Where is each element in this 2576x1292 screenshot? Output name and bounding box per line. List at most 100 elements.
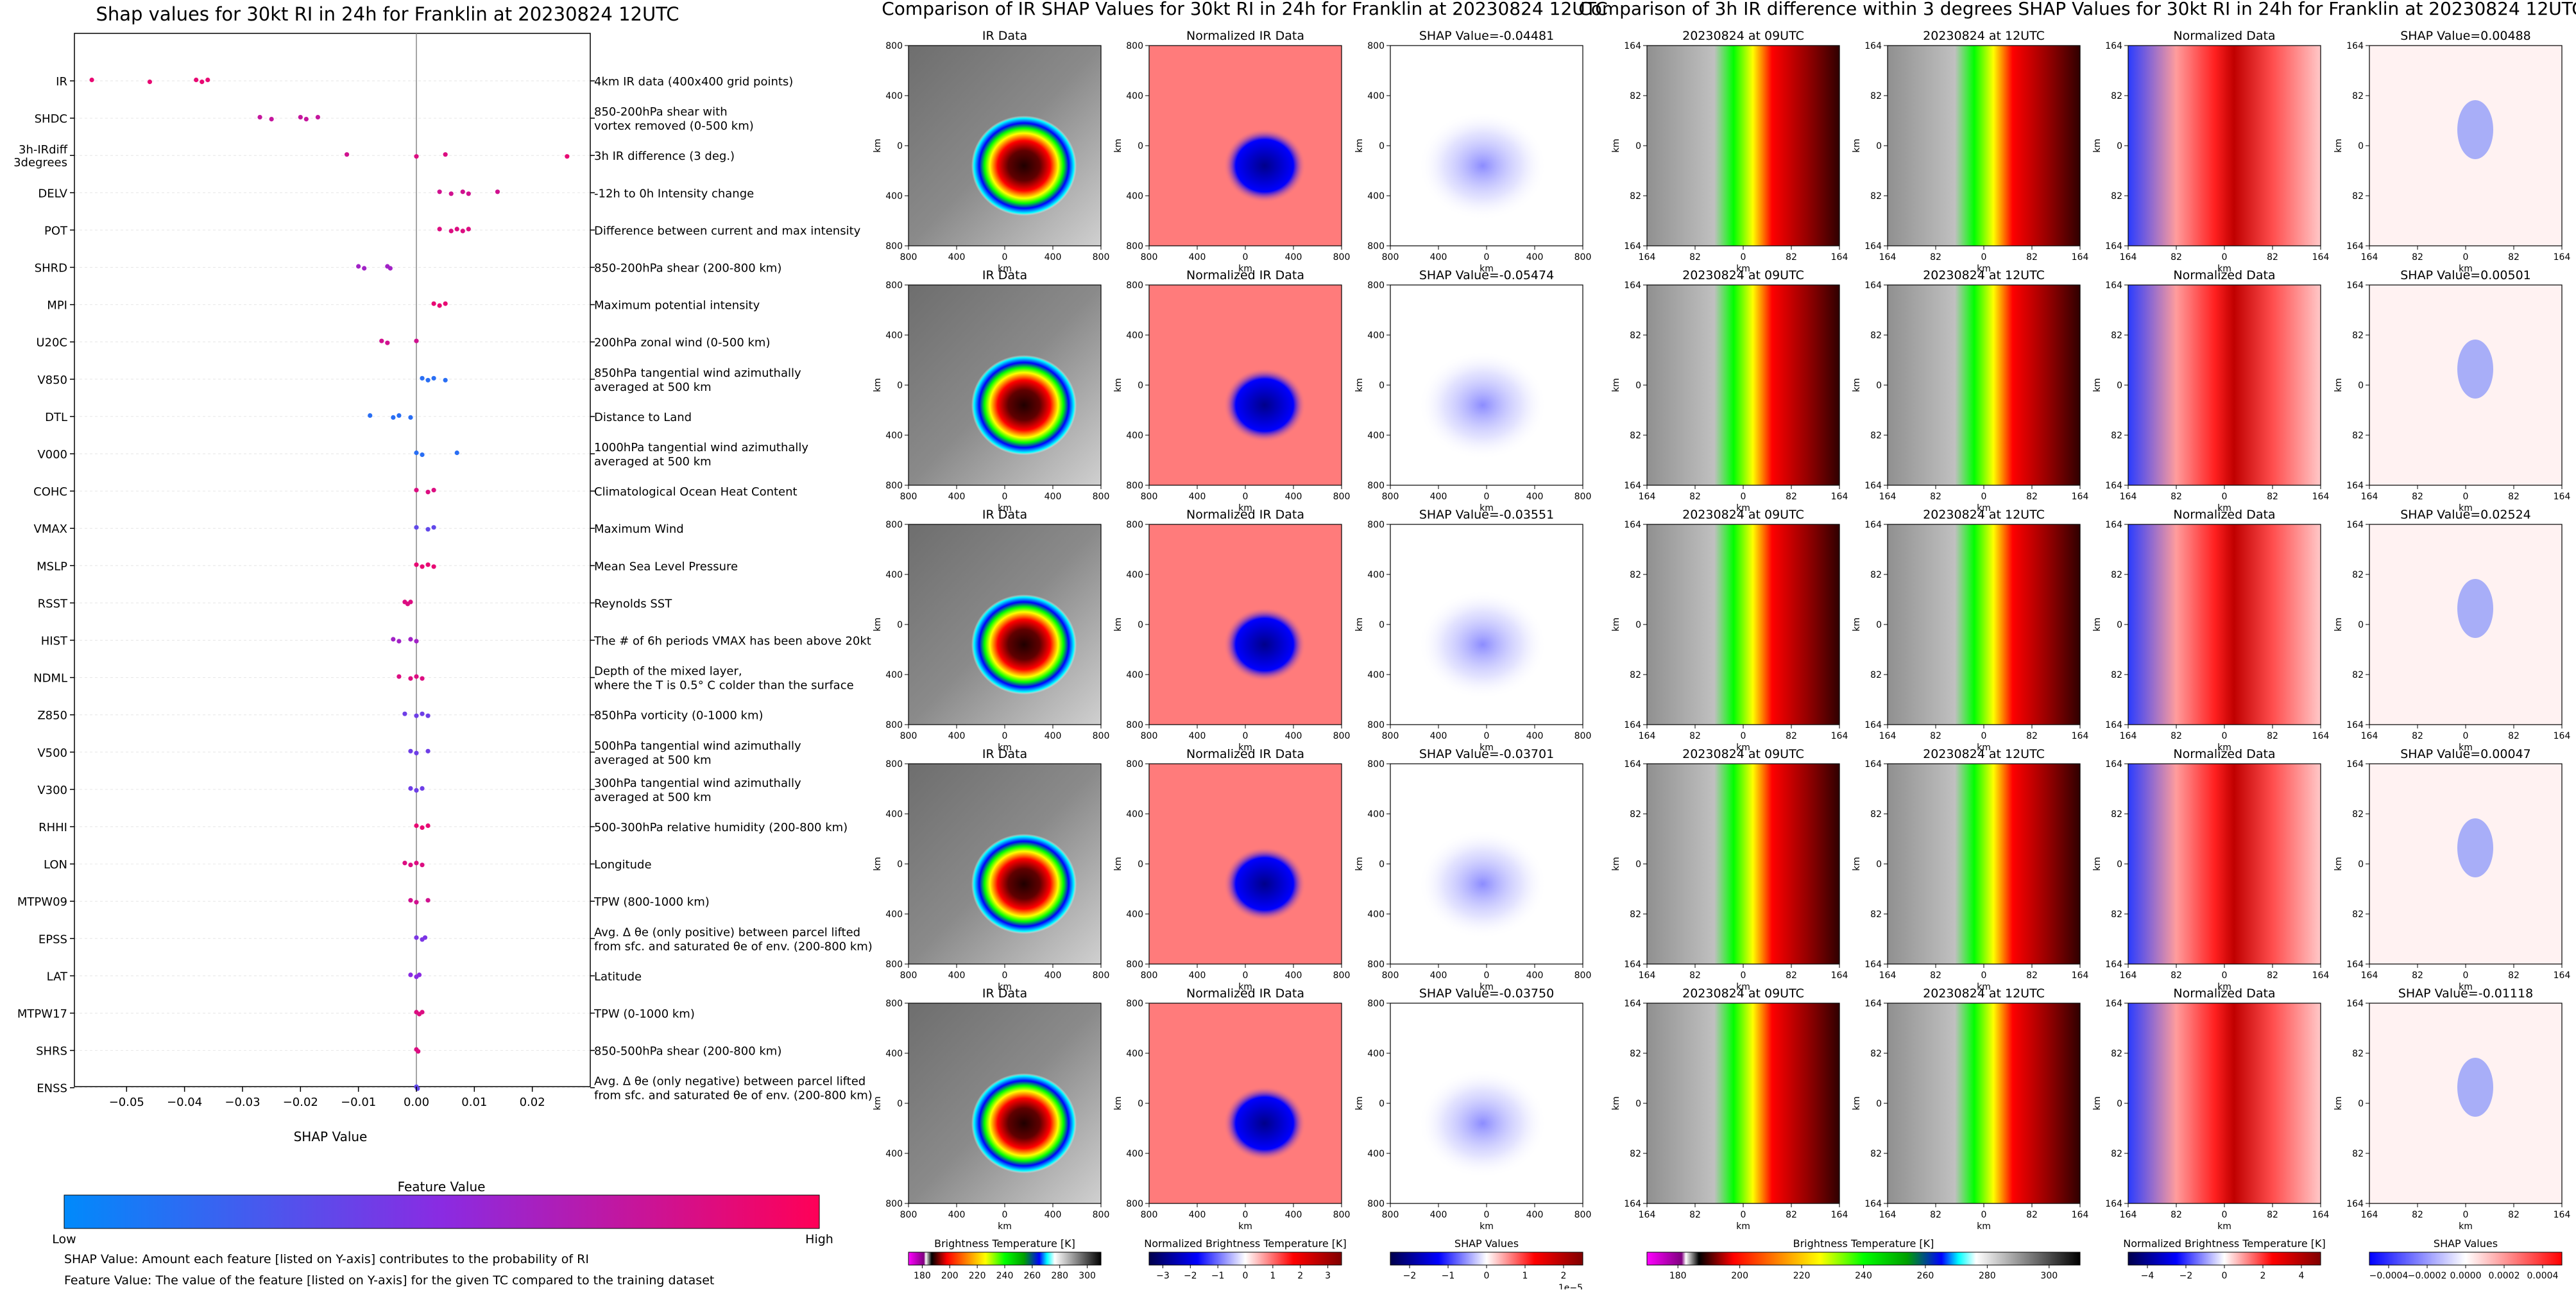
y-tick-label: 0 xyxy=(2358,141,2364,151)
y-tick-label: 800 xyxy=(885,759,903,770)
y-tick-label: 0 xyxy=(2358,381,2364,391)
x-axis-label: km xyxy=(1977,743,1991,753)
panel-title: 20230824 at 12UTC xyxy=(1923,747,2045,761)
x-tick-label: 0 xyxy=(1243,731,1249,741)
y-tick-label: 164 xyxy=(1864,280,1882,291)
colorbar-tick-label: −1 xyxy=(1211,1271,1225,1281)
y-tick-label: 400 xyxy=(1126,909,1143,920)
x-tick-label: 0 xyxy=(1243,492,1249,502)
feature-description: 300hPa tangential wind azimuthally xyxy=(594,777,801,790)
x-tick-label: 400 xyxy=(1285,731,1302,741)
y-tick-label: 800 xyxy=(885,241,903,252)
x-tick-label: 82 xyxy=(1689,1210,1701,1220)
x-tick-label: 400 xyxy=(1430,731,1447,741)
shap-image xyxy=(2369,46,2562,246)
y-tick-label: 0 xyxy=(1379,620,1385,630)
feature-colorbar-low: Low xyxy=(52,1232,76,1246)
y-tick-label: 800 xyxy=(1126,720,1143,730)
y-tick-label: 82 xyxy=(1630,909,1641,920)
x-tick-label: 164 xyxy=(1879,492,1897,502)
x-tick-label: 164 xyxy=(2120,970,2137,981)
x-tick-label: 164 xyxy=(2120,492,2137,502)
feature-description: averaged at 500 km xyxy=(594,455,712,469)
x-tick-label: 800 xyxy=(1141,970,1158,981)
x-axis-label: km xyxy=(1480,743,1494,753)
x-axis-label: km xyxy=(2459,743,2473,753)
y-tick-label: 400 xyxy=(1367,1049,1385,1059)
shap-point xyxy=(420,452,425,458)
feature-description: 1000hPa tangential wind azimuthally xyxy=(594,441,808,454)
panel-title: 20230824 at 12UTC xyxy=(1923,268,2045,282)
x-tick-label: 0 xyxy=(1484,492,1490,502)
x-tick-label: 800 xyxy=(1574,492,1592,502)
shap-point xyxy=(408,786,413,791)
shap-point xyxy=(200,79,205,85)
shap-image xyxy=(2369,1003,2562,1203)
x-tick-label: 82 xyxy=(2412,970,2423,981)
y-tick-label: 800 xyxy=(1126,1199,1143,1209)
y-tick-label: 0 xyxy=(2358,1099,2364,1109)
feature-descriptions: 4km IR data (400x400 grid points) 850-200… xyxy=(590,75,873,1103)
norm-image xyxy=(2128,1003,2321,1203)
x-tick-label: 400 xyxy=(1526,492,1544,502)
x-axis-label: km xyxy=(1480,503,1494,513)
shap-point xyxy=(425,377,431,383)
shap-point xyxy=(425,562,431,567)
y-tick-label: 800 xyxy=(1367,41,1385,51)
panel-title: 20230824 at 09UTC xyxy=(1682,29,1804,43)
y-tick-label: 800 xyxy=(1367,720,1385,730)
shap-point xyxy=(385,340,390,345)
y-tick-label: 400 xyxy=(1126,809,1143,820)
shap-point xyxy=(414,861,419,866)
shap-point xyxy=(147,79,153,85)
y-tick-label: 0 xyxy=(1138,1099,1143,1109)
x-tick-label: 0 xyxy=(1002,492,1008,502)
x-tick-label: −0.03 xyxy=(225,1096,260,1109)
y-tick-label: 800 xyxy=(885,720,903,730)
shap-point xyxy=(414,639,419,644)
shap-point xyxy=(466,191,471,196)
y-tick-label: 0 xyxy=(1138,859,1143,870)
x-tick-label: 400 xyxy=(948,1210,966,1220)
feature-colorbar-high: High xyxy=(805,1232,833,1246)
feature-description: from sfc. and saturated θe of env. (200-… xyxy=(594,940,873,953)
x-tick-label: 400 xyxy=(1430,492,1447,502)
shap-point xyxy=(408,972,413,978)
colorbar-tick-label: 0 xyxy=(1243,1271,1249,1281)
x-tick-label: 0 xyxy=(2463,970,2469,981)
y-tick-label: 164 xyxy=(2105,280,2122,291)
feature-name: DELV xyxy=(38,187,67,200)
shap-point xyxy=(422,935,428,940)
y-tick-label: 82 xyxy=(2111,570,2122,580)
shap-point xyxy=(257,115,262,120)
x-tick-label: 800 xyxy=(1574,1210,1592,1220)
norm-image xyxy=(2128,285,2321,485)
y-tick-label: 164 xyxy=(1864,720,1882,730)
x-tick-label: 800 xyxy=(1093,492,1110,502)
x-tick-label: 164 xyxy=(1879,1210,1897,1220)
y-tick-label: 82 xyxy=(2111,331,2122,341)
y-tick-label: 82 xyxy=(1870,191,1882,202)
y-tick-label: 82 xyxy=(2352,809,2364,820)
y-axis-label: km xyxy=(2092,378,2103,392)
feature-description: averaged at 500 km xyxy=(594,754,712,767)
x-tick-label: 164 xyxy=(2554,492,2571,502)
x-tick-label: 800 xyxy=(1382,731,1399,741)
feature-description: -12h to 0h Intensity change xyxy=(594,187,754,200)
y-tick-label: 82 xyxy=(1630,670,1641,680)
y-tick-label: 400 xyxy=(1126,91,1143,101)
x-tick-label: 0 xyxy=(1981,731,1987,741)
y-tick-label: 164 xyxy=(2346,41,2364,51)
x-tick-label: 0 xyxy=(2463,492,2469,502)
y-tick-label: 800 xyxy=(1367,1199,1385,1209)
shap-point xyxy=(402,711,407,716)
